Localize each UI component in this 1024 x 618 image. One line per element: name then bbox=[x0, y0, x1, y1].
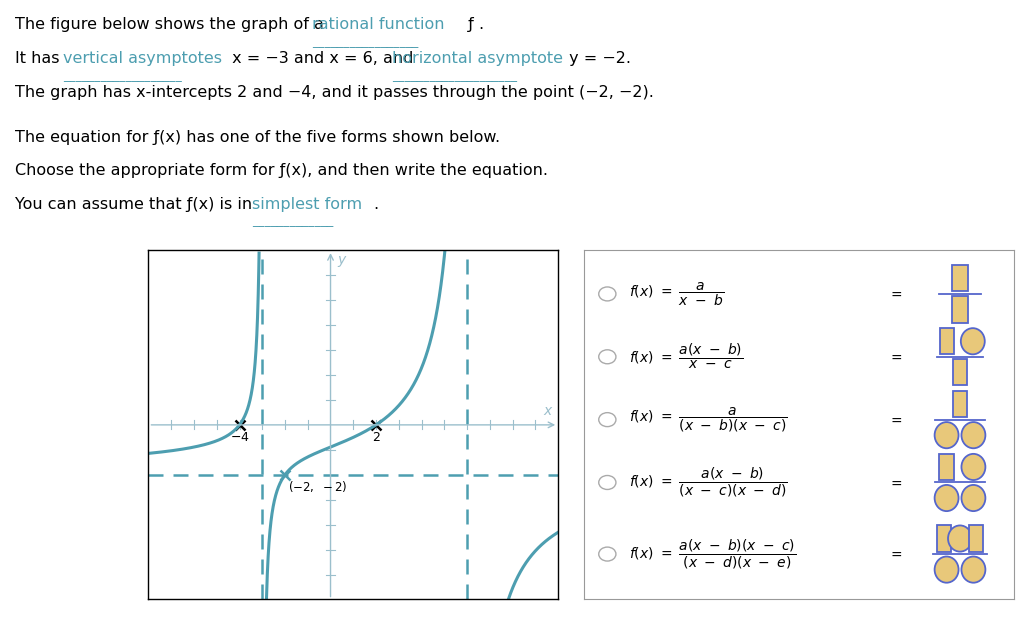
Bar bbox=[970, 525, 983, 552]
Bar bbox=[952, 359, 968, 386]
Text: $=$: $=$ bbox=[888, 350, 903, 364]
Text: The equation for ƒ(​x​) has one of the five forms shown below.: The equation for ƒ(​x​) has one of the f… bbox=[15, 130, 500, 145]
Ellipse shape bbox=[935, 485, 958, 511]
Ellipse shape bbox=[962, 422, 985, 448]
Text: ____________________: ____________________ bbox=[392, 69, 517, 82]
Text: x = −3 and x = 6, and: x = −3 and x = 6, and bbox=[227, 51, 419, 66]
Text: $=$: $=$ bbox=[888, 413, 903, 426]
Text: Choose the appropriate form for ƒ(​x​), and then write the equation.: Choose the appropriate form for ƒ(​x​), … bbox=[15, 163, 548, 177]
Bar bbox=[952, 391, 968, 417]
Text: _____________: _____________ bbox=[252, 214, 333, 227]
Ellipse shape bbox=[961, 328, 985, 354]
Text: The figure below shows the graph of a: The figure below shows the graph of a bbox=[15, 17, 329, 32]
Bar bbox=[940, 328, 954, 354]
Text: y = −2.: y = −2. bbox=[564, 51, 631, 66]
Bar bbox=[952, 265, 968, 292]
Ellipse shape bbox=[935, 557, 958, 583]
Text: ƒ: ƒ bbox=[463, 17, 474, 32]
Text: $2$: $2$ bbox=[372, 431, 380, 444]
Bar bbox=[952, 297, 968, 323]
Text: horizontal asymptote: horizontal asymptote bbox=[392, 51, 563, 66]
Text: _________________: _________________ bbox=[312, 35, 418, 48]
Ellipse shape bbox=[962, 485, 985, 511]
Text: $f(x)\ =\ \dfrac{a}{(x\ -\ b)(x\ -\ c)}$: $f(x)\ =\ \dfrac{a}{(x\ -\ b)(x\ -\ c)}$ bbox=[629, 405, 787, 434]
Text: ___________________: ___________________ bbox=[63, 69, 181, 82]
Text: It has: It has bbox=[15, 51, 65, 66]
Text: $x$: $x$ bbox=[543, 404, 554, 418]
Text: $=$: $=$ bbox=[888, 475, 903, 489]
Text: $y$: $y$ bbox=[337, 254, 347, 269]
Text: $f(x)\ =\ \dfrac{a(x\ -\ b)}{(x\ -\ c)(x\ -\ d)}$: $f(x)\ =\ \dfrac{a(x\ -\ b)}{(x\ -\ c)(x… bbox=[629, 466, 787, 499]
Text: The graph has x-intercepts 2 and −4, and it passes through the point (−2, −2).: The graph has x-intercepts 2 and −4, and… bbox=[15, 85, 654, 100]
Ellipse shape bbox=[935, 422, 958, 448]
Ellipse shape bbox=[948, 525, 972, 552]
Text: $(-2,\ -2)$: $(-2,\ -2)$ bbox=[289, 479, 348, 494]
Ellipse shape bbox=[962, 454, 985, 480]
Text: vertical asymptotes: vertical asymptotes bbox=[63, 51, 222, 66]
Text: rational function: rational function bbox=[312, 17, 444, 32]
Text: $-4$: $-4$ bbox=[229, 431, 250, 444]
Text: You can assume that ƒ(​x​) is in: You can assume that ƒ(​x​) is in bbox=[15, 197, 257, 211]
Ellipse shape bbox=[962, 557, 985, 583]
Bar bbox=[937, 525, 950, 552]
Text: $=$: $=$ bbox=[888, 287, 903, 301]
Text: simplest form: simplest form bbox=[252, 197, 362, 211]
Text: .: . bbox=[373, 197, 378, 211]
Text: $f(x)\ =\ \dfrac{a(x\ -\ b)(x\ -\ c)}{(x\ -\ d)(x\ -\ e)}$: $f(x)\ =\ \dfrac{a(x\ -\ b)(x\ -\ c)}{(x… bbox=[629, 538, 796, 571]
Text: $f(x)\ =\ \dfrac{a(x\ -\ b)}{x\ -\ c}$: $f(x)\ =\ \dfrac{a(x\ -\ b)}{x\ -\ c}$ bbox=[629, 342, 743, 371]
Text: $f(x)\ =\ \dfrac{a}{x\ -\ b}$: $f(x)\ =\ \dfrac{a}{x\ -\ b}$ bbox=[629, 281, 724, 308]
Text: $=$: $=$ bbox=[888, 547, 903, 561]
Bar bbox=[939, 454, 953, 480]
Text: .: . bbox=[478, 17, 483, 32]
